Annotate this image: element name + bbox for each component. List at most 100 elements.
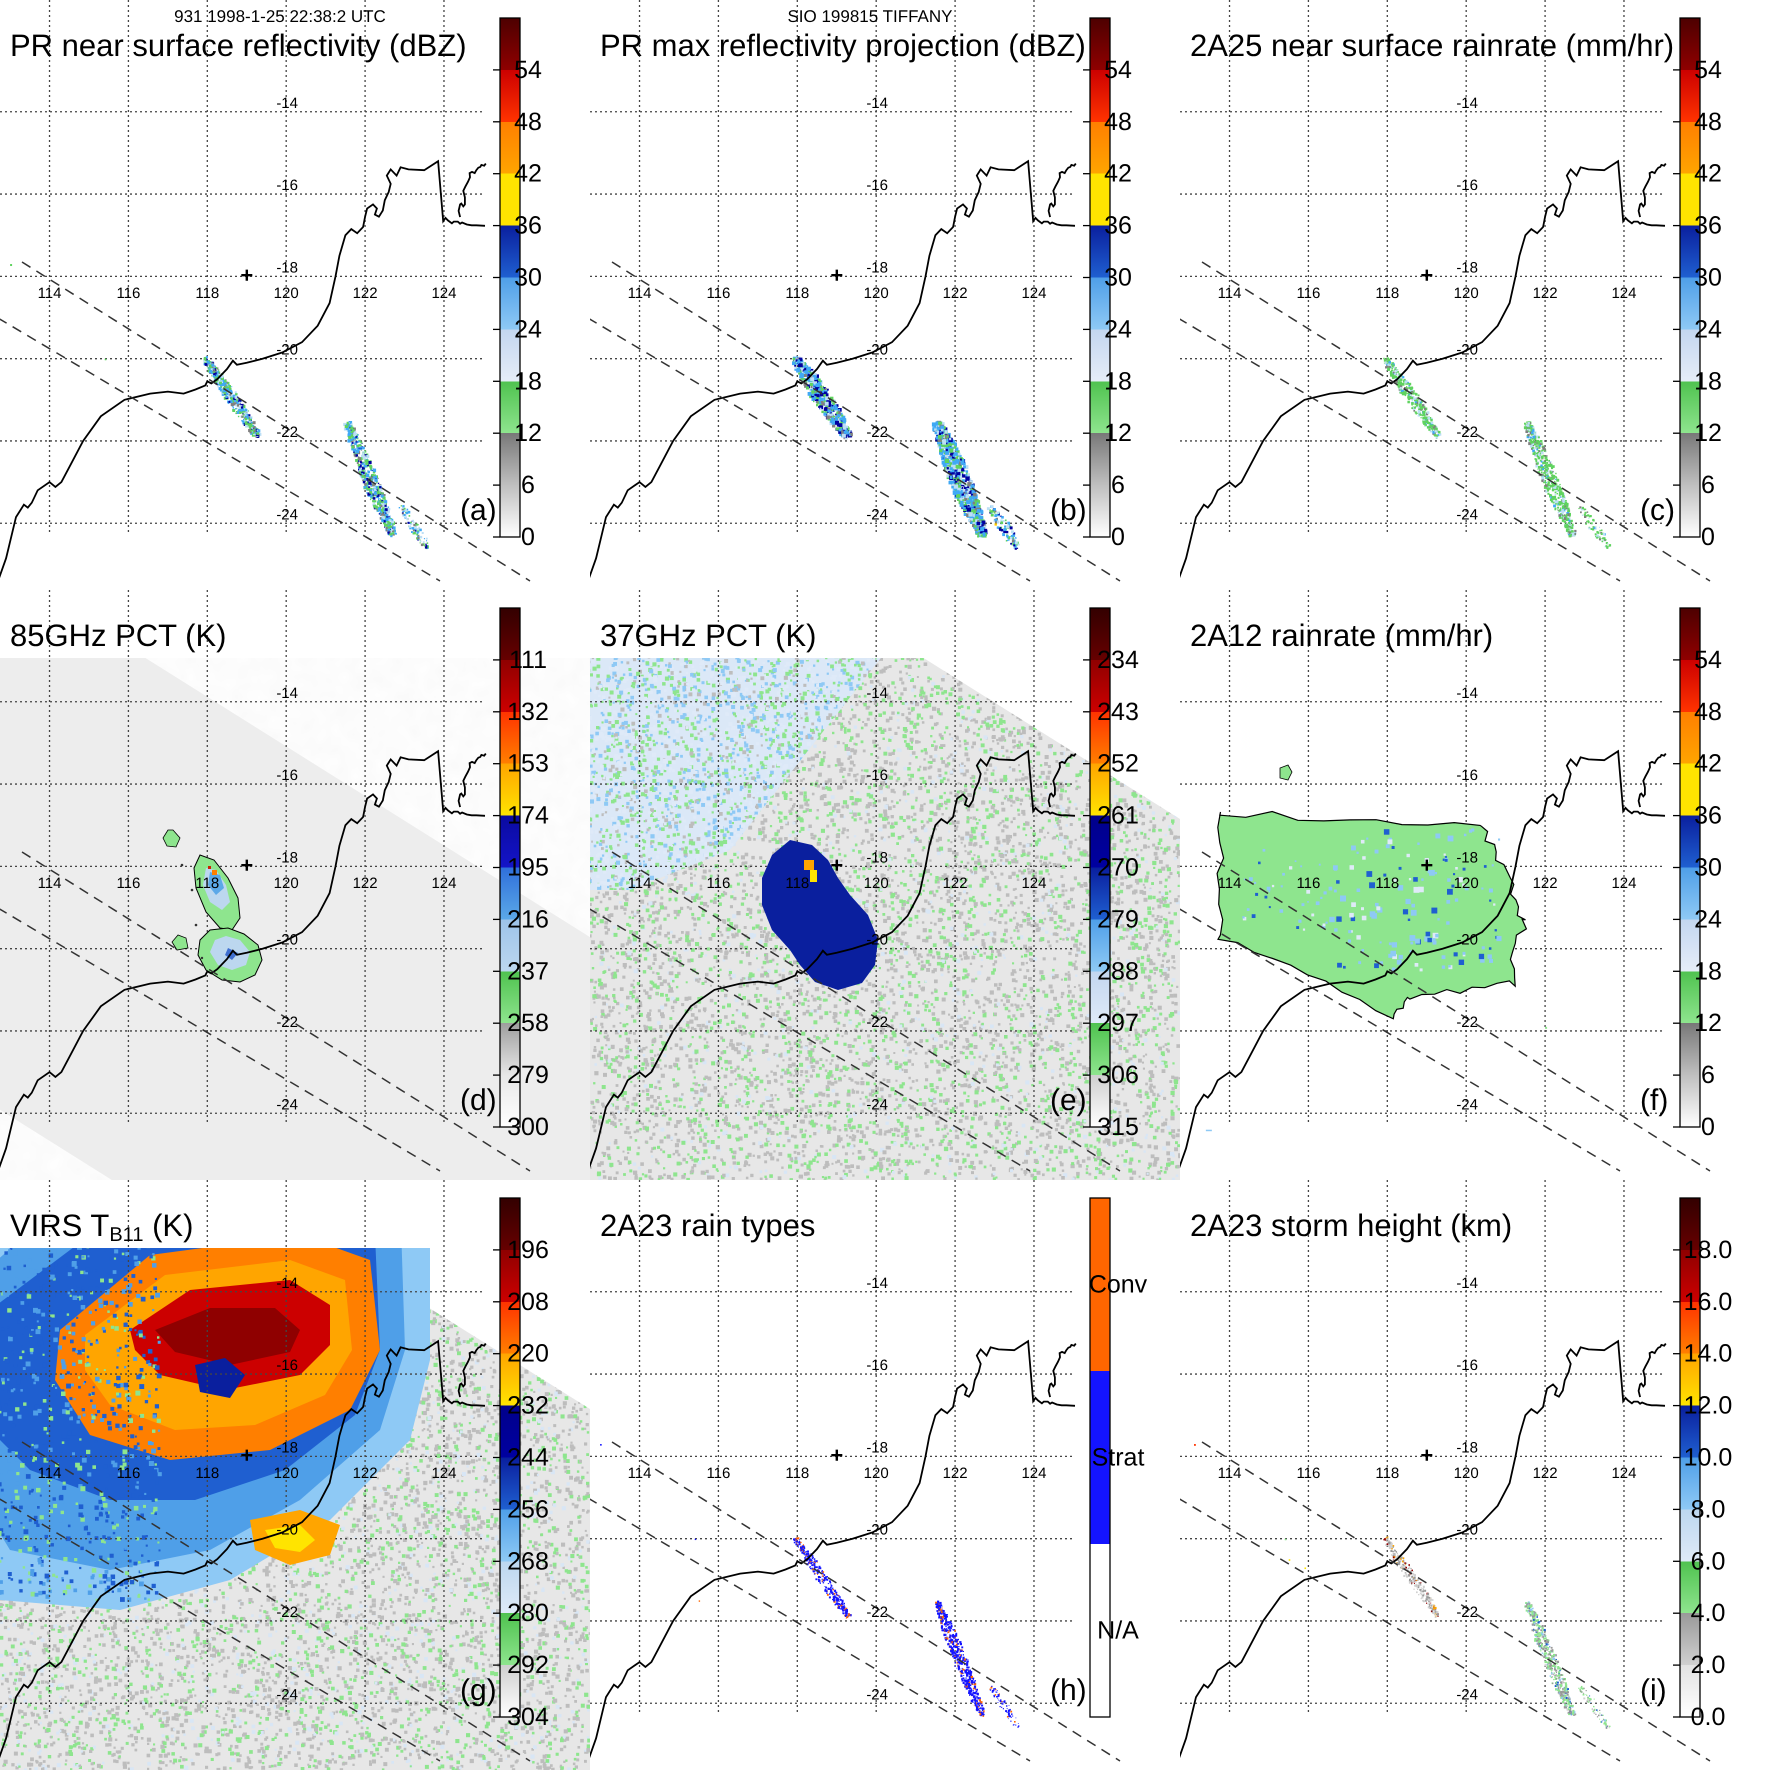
svg-text:24: 24	[1694, 315, 1722, 343]
svg-text:153: 153	[507, 750, 549, 778]
svg-text:36: 36	[1104, 212, 1132, 240]
svg-text:300: 300	[507, 1113, 549, 1141]
svg-text:132: 132	[507, 698, 549, 726]
svg-text:124: 124	[1021, 285, 1046, 302]
svg-text:114: 114	[1218, 285, 1242, 302]
svg-text:-24: -24	[1456, 506, 1478, 523]
svg-text:-16: -16	[866, 177, 888, 194]
svg-text:54: 54	[1694, 56, 1722, 84]
svg-text:116: 116	[116, 285, 140, 302]
svg-text:118: 118	[785, 285, 809, 302]
svg-text:-14: -14	[1456, 95, 1478, 112]
svg-text:+: +	[240, 852, 253, 877]
svg-text:6: 6	[1111, 471, 1125, 499]
svg-text:12: 12	[514, 419, 542, 447]
svg-text:18: 18	[1104, 367, 1132, 395]
svg-text:-22: -22	[276, 1014, 298, 1031]
svg-text:-18: -18	[276, 849, 298, 866]
svg-text:+: +	[1420, 262, 1433, 287]
svg-text:124: 124	[431, 285, 456, 302]
svg-text:118: 118	[195, 875, 219, 892]
svg-text:36: 36	[514, 212, 542, 240]
svg-text:54: 54	[514, 56, 542, 84]
svg-text:-24: -24	[276, 506, 298, 523]
svg-text:-20: -20	[276, 342, 298, 359]
svg-text:-20: -20	[866, 342, 888, 359]
svg-text:0: 0	[1701, 523, 1715, 551]
svg-text:174: 174	[507, 802, 549, 830]
svg-text:-14: -14	[866, 95, 888, 112]
svg-text:195: 195	[507, 854, 549, 882]
svg-text:-22: -22	[1456, 424, 1478, 441]
svg-text:PR max reflectivity projection: PR max reflectivity projection (dBZ)	[600, 28, 1086, 63]
svg-text:-24: -24	[276, 1096, 298, 1113]
svg-text:-16: -16	[276, 177, 298, 194]
svg-text:(b): (b)	[1050, 494, 1087, 527]
svg-text:-24: -24	[866, 506, 888, 523]
svg-text:48: 48	[1104, 108, 1132, 136]
svg-text:114: 114	[38, 285, 62, 302]
svg-text:-20: -20	[276, 932, 298, 949]
svg-text:18: 18	[1694, 367, 1722, 395]
svg-text:122: 122	[353, 285, 378, 302]
svg-text:-18: -18	[1456, 259, 1478, 276]
svg-text:+: +	[240, 262, 253, 287]
svg-text:118: 118	[195, 285, 219, 302]
svg-text:42: 42	[1104, 160, 1132, 188]
svg-text:120: 120	[274, 875, 299, 892]
svg-text:120: 120	[864, 285, 889, 302]
svg-text:114: 114	[628, 285, 652, 302]
svg-text:(d): (d)	[460, 1084, 497, 1117]
svg-text:18: 18	[514, 367, 542, 395]
svg-text:36: 36	[1694, 212, 1722, 240]
svg-text:122: 122	[943, 285, 968, 302]
svg-text:124: 124	[1611, 285, 1636, 302]
svg-text:42: 42	[1694, 160, 1722, 188]
svg-text:30: 30	[1694, 264, 1722, 292]
svg-text:48: 48	[1694, 108, 1722, 136]
svg-text:111: 111	[509, 646, 547, 674]
svg-text:42: 42	[514, 160, 542, 188]
svg-text:116: 116	[116, 875, 140, 892]
svg-text:48: 48	[514, 108, 542, 136]
svg-text:-22: -22	[276, 424, 298, 441]
svg-text:24: 24	[1104, 315, 1132, 343]
svg-text:-16: -16	[1456, 177, 1478, 194]
svg-text:-18: -18	[276, 259, 298, 276]
svg-text:2A25 near surface rainrate (mm: 2A25 near surface rainrate (mm/hr)	[1190, 28, 1674, 63]
svg-text:216: 216	[507, 905, 549, 933]
svg-text:54: 54	[1104, 56, 1132, 84]
svg-text:-22: -22	[866, 424, 888, 441]
svg-text:6: 6	[1701, 471, 1715, 499]
svg-text:SIO 199815 TIFFANY: SIO 199815 TIFFANY	[787, 7, 952, 26]
svg-text:30: 30	[514, 264, 542, 292]
svg-text:237: 237	[507, 957, 549, 985]
svg-text:114: 114	[38, 875, 62, 892]
svg-text:6: 6	[521, 471, 535, 499]
svg-text:120: 120	[1454, 285, 1479, 302]
svg-text:-14: -14	[276, 95, 298, 112]
svg-text:0: 0	[521, 523, 535, 551]
svg-text:12: 12	[1694, 419, 1722, 447]
svg-text:30: 30	[1104, 264, 1132, 292]
svg-text:931 1998-1-25 22:38:2 UTC: 931 1998-1-25 22:38:2 UTC	[174, 7, 386, 26]
svg-text:122: 122	[1533, 285, 1558, 302]
svg-text:24: 24	[514, 315, 542, 343]
svg-text:PR near surface reflectivity (: PR near surface reflectivity (dBZ)	[10, 28, 467, 63]
svg-text:0: 0	[1111, 523, 1125, 551]
svg-text:-14: -14	[276, 685, 298, 702]
svg-text:-18: -18	[866, 259, 888, 276]
svg-text:258: 258	[507, 1009, 549, 1037]
svg-text:85GHz PCT (K): 85GHz PCT (K)	[10, 618, 226, 653]
svg-text:(a): (a)	[460, 494, 497, 527]
svg-text:-16: -16	[276, 767, 298, 784]
svg-text:122: 122	[353, 875, 378, 892]
svg-text:120: 120	[274, 285, 299, 302]
svg-text:(c): (c)	[1640, 494, 1675, 527]
svg-text:12: 12	[1104, 419, 1132, 447]
svg-text:116: 116	[1296, 285, 1320, 302]
svg-text:279: 279	[507, 1061, 549, 1089]
svg-text:-20: -20	[1456, 342, 1478, 359]
svg-text:124: 124	[431, 875, 456, 892]
svg-text:116: 116	[706, 285, 730, 302]
